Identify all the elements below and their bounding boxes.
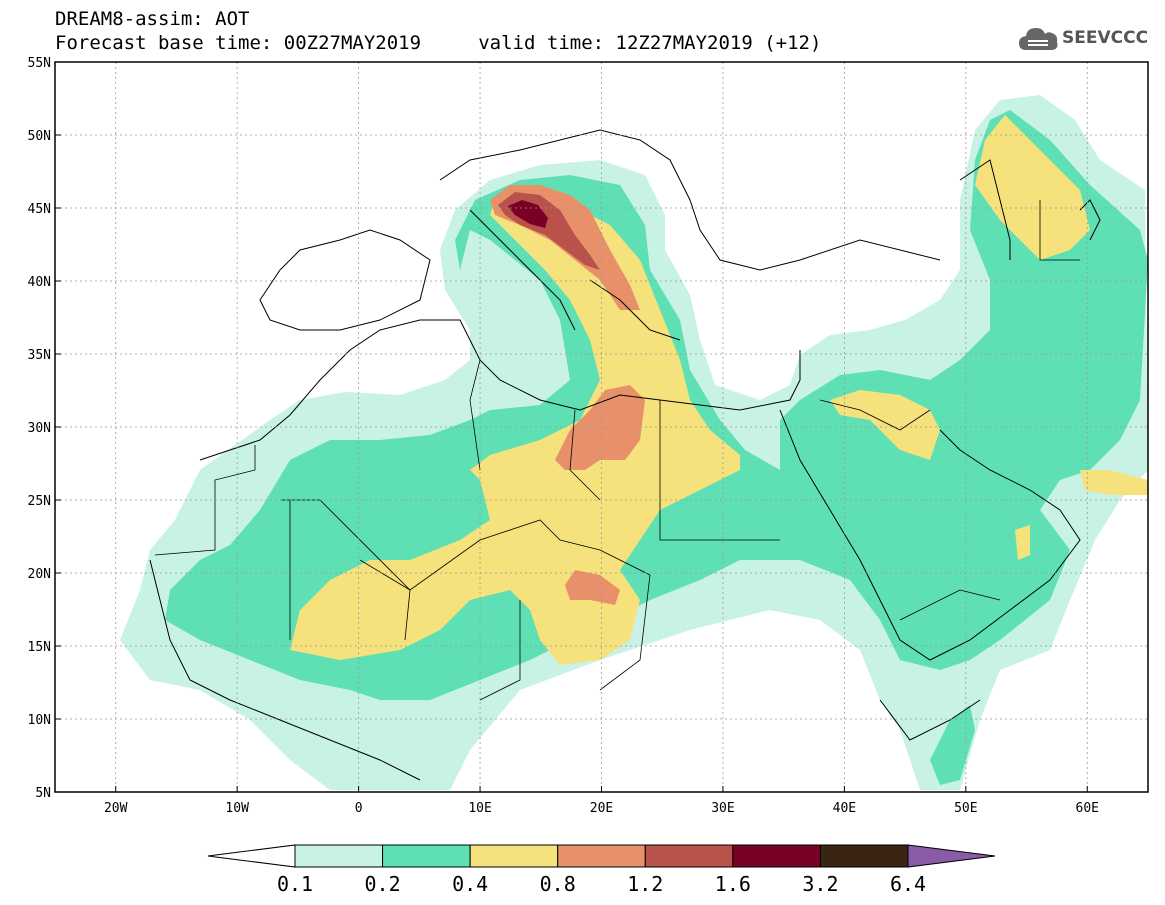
- aot-contour-0.8-chad: [565, 570, 620, 605]
- lat-label: 5N: [35, 786, 51, 801]
- lat-label: 25N: [28, 494, 51, 509]
- cloud-icon: [1019, 28, 1058, 50]
- lon-label: 40E: [833, 801, 856, 816]
- graticule: [55, 62, 1148, 792]
- colorbar: 0.1 0.2 0.4 0.8 1.2 1.6 3.2 6.4: [207, 844, 996, 896]
- lat-label: 10N: [28, 713, 51, 728]
- lon-label: 10W: [225, 801, 249, 816]
- colorbar-label: 0.1: [277, 872, 313, 896]
- longitude-labels: 20W 10W 0 10E 20E 30E 40E 50E 60E: [104, 801, 1099, 816]
- logo-text: SEEVCCC: [1062, 28, 1149, 48]
- lon-label: 50E: [954, 801, 977, 816]
- axis-ticks: [55, 61, 1088, 793]
- colorbar-under-triangle: [207, 844, 296, 868]
- forecast-time-line: Forecast base time: 00Z27MAY2019 valid t…: [55, 32, 822, 54]
- aot-contour-0.4: [290, 195, 740, 665]
- lat-label: 15N: [28, 640, 51, 655]
- colorbar-label: 6.4: [890, 872, 926, 896]
- aot-contour-0.2-horn: [930, 705, 975, 785]
- lat-label: 45N: [28, 202, 51, 217]
- colorbar-segment: [294, 844, 384, 868]
- lat-label: 40N: [28, 275, 51, 290]
- colorbar-label: 0.2: [365, 872, 401, 896]
- colorbar-label: 0.4: [452, 872, 488, 896]
- lat-label: 35N: [28, 348, 51, 363]
- lat-label: 30N: [28, 421, 51, 436]
- aot-contour-0.4-iran: [1080, 470, 1148, 495]
- seevccc-logo: SEEVCCC: [1018, 22, 1158, 58]
- map-title: DREAM8-assim: AOT: [55, 8, 250, 30]
- latitude-labels: 55N 50N 45N 40N 35N 30N 25N 20N 15N 10N 5N: [28, 56, 51, 801]
- lon-label: 0: [355, 801, 363, 816]
- colorbar-segment: [469, 844, 559, 868]
- lat-label: 50N: [28, 129, 51, 144]
- aot-contour-0.4-iraq: [830, 390, 940, 460]
- lat-label: 55N: [28, 56, 51, 71]
- colorbar-over-triangle: [907, 844, 996, 868]
- coastlines: [149, 129, 1101, 781]
- colorbar-label: 0.8: [540, 872, 576, 896]
- aot-field: [120, 95, 1148, 790]
- colorbar-label: 3.2: [802, 872, 838, 896]
- aot-contour-1.6: [508, 200, 548, 228]
- lon-label: 20W: [104, 801, 128, 816]
- colorbar-label: 1.2: [627, 872, 663, 896]
- lon-label: 10E: [468, 801, 491, 816]
- aot-contour-0.8-libya: [555, 385, 645, 470]
- colorbar-segment: [819, 844, 909, 868]
- colorbar-label: 1.6: [715, 872, 751, 896]
- lon-label: 20E: [590, 801, 613, 816]
- lon-label: 60E: [1076, 801, 1099, 816]
- aot-contour-0.4-caspian: [975, 115, 1090, 260]
- colorbar-segment: [732, 844, 821, 868]
- colorbar-segment: [557, 844, 646, 868]
- colorbar-segment: [382, 844, 471, 868]
- lon-label: 30E: [711, 801, 734, 816]
- aot-contour-0.4-oman: [1015, 525, 1030, 560]
- colorbar-segment: [644, 844, 734, 868]
- lat-label: 20N: [28, 567, 51, 582]
